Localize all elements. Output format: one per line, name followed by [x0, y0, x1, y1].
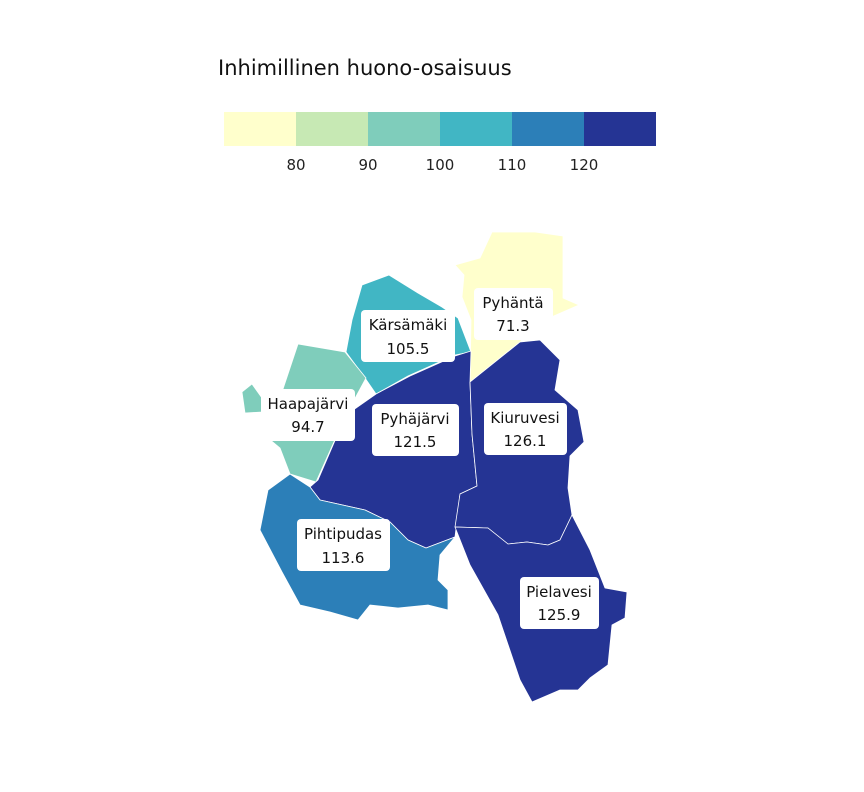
legend-bin [296, 112, 368, 146]
region-value: 94.7 [291, 418, 324, 436]
label-pielavesi: Pielavesi 125.9 [520, 577, 599, 629]
label-box [484, 403, 567, 455]
legend-tick-label: 80 [286, 156, 305, 174]
municipality-polygons [241, 231, 628, 703]
region-value: 113.6 [322, 549, 365, 567]
label-kiuruvesi: Kiuruvesi 126.1 [484, 403, 567, 455]
label-box [474, 288, 553, 340]
label-box [297, 519, 390, 571]
legend-tick-label: 110 [498, 156, 527, 174]
region-name: Pyhäntä [482, 294, 543, 312]
region-value: 121.5 [394, 433, 437, 451]
region-value: 126.1 [504, 432, 547, 450]
legend-title: Inhimillinen huono-osaisuus [218, 56, 512, 80]
label-pyhajarvi: Pyhäjärvi 121.5 [372, 404, 459, 456]
label-pihtipudas: Pihtipudas 113.6 [297, 519, 390, 571]
region-name: Haapajärvi [268, 395, 349, 413]
region-labels: Pyhäntä 71.3 Kärsämäki 105.5 Haapajärvi … [261, 288, 599, 629]
region-value: 71.3 [496, 317, 529, 335]
region-haapajarvi-islet [241, 383, 263, 414]
label-box [361, 310, 455, 362]
region-name: Pyhäjärvi [380, 410, 449, 428]
region-value: 125.9 [538, 606, 581, 624]
legend-tick-label: 120 [570, 156, 599, 174]
legend-bin [584, 112, 656, 146]
region-name: Pielavesi [526, 583, 592, 601]
label-box [520, 577, 599, 629]
label-box [372, 404, 459, 456]
region-value: 105.5 [387, 340, 430, 358]
label-karsamaki: Kärsämäki 105.5 [361, 310, 455, 362]
legend-bin [224, 112, 296, 146]
legend-bin [440, 112, 512, 146]
legend-bin [512, 112, 584, 146]
legend-colorbar [224, 112, 656, 146]
region-name: Kärsämäki [369, 316, 448, 334]
region-name: Kiuruvesi [490, 409, 559, 427]
legend-tick-label: 100 [426, 156, 455, 174]
label-haapajarvi: Haapajärvi 94.7 [261, 389, 355, 441]
region-name: Pihtipudas [304, 525, 382, 543]
legend-bin [368, 112, 440, 146]
label-pyhanta: Pyhäntä 71.3 [474, 288, 553, 340]
label-box [261, 389, 355, 441]
legend-tick-label: 90 [358, 156, 377, 174]
legend-ticks: 80 90 100 110 120 [286, 156, 598, 174]
